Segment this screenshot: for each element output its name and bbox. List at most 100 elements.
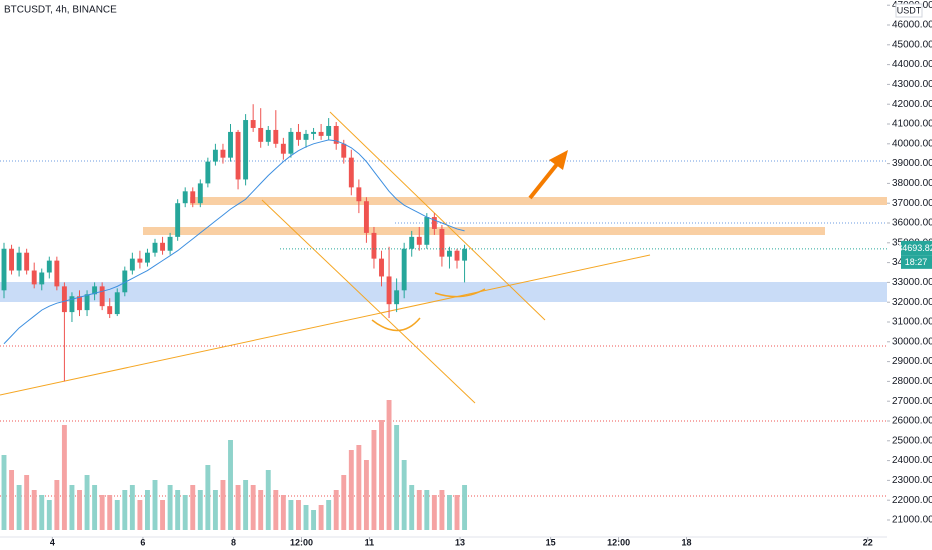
volume-bar: [69, 485, 75, 530]
y-tick-label: 41000.00: [892, 119, 932, 130]
x-tick-label: 4: [50, 537, 55, 547]
volume-bar: [394, 425, 400, 530]
support-zone: [0, 282, 887, 302]
candle-body: [273, 129, 279, 144]
volume-bar: [280, 495, 286, 530]
volume-bar: [129, 485, 135, 530]
resistance-zone: [190, 197, 887, 205]
volume-bar: [145, 490, 150, 530]
volume-bar: [167, 485, 173, 530]
candle-body: [318, 131, 324, 136]
volume-bar: [61, 425, 67, 530]
x-tick-label: 15: [546, 537, 556, 547]
candle-body: [280, 143, 286, 154]
volume-bar: [114, 500, 120, 530]
candle-body: [190, 191, 196, 204]
x-tick-label: 13: [455, 537, 465, 547]
volume-bar: [326, 500, 332, 530]
candle-body: [258, 127, 264, 142]
candle-body: [39, 272, 45, 285]
volume-bar: [356, 445, 362, 530]
volume-bar: [454, 495, 460, 530]
candle-body: [212, 149, 218, 162]
volume-bar: [363, 460, 369, 530]
x-tick-label: 22: [863, 537, 873, 547]
y-tick-label: 31000.00: [892, 317, 932, 328]
candle-body: [46, 260, 52, 273]
candle-body: [439, 228, 445, 257]
volume-bar: [265, 470, 271, 530]
candle-body: [326, 125, 332, 136]
volume-bar: [235, 485, 241, 530]
candle-body: [175, 203, 181, 237]
volume-bar: [205, 465, 211, 530]
trend-line: [0, 254, 651, 396]
volume-bar: [371, 430, 377, 530]
trend-line: [261, 199, 476, 404]
candle-body: [386, 276, 392, 305]
volume-bar: [107, 495, 113, 530]
volume-bar: [431, 495, 437, 530]
volume-bar: [243, 480, 249, 530]
candle-body: [250, 120, 256, 128]
candle-body: [197, 183, 203, 204]
candle-body: [182, 191, 188, 204]
candle-body: [84, 294, 90, 311]
y-tick-label: 23000.00: [892, 475, 932, 486]
candle-body: [363, 201, 369, 233]
y-tick-label: 28000.00: [892, 376, 932, 387]
y-tick-label: 25000.00: [892, 435, 932, 446]
volume-bar: [424, 490, 430, 530]
candle-body: [114, 292, 120, 315]
last-price-label: 34693.82: [897, 243, 932, 253]
plot: [1, 104, 887, 530]
candle-body: [92, 286, 98, 295]
currency-box: [895, 3, 923, 18]
candle-body: [137, 258, 143, 263]
x-tick-label: 8: [231, 537, 236, 547]
volume-bar: [273, 490, 279, 530]
y-tick-label: 46000.00: [892, 20, 932, 31]
candle-body: [77, 296, 82, 311]
candle-body: [228, 131, 233, 158]
y-tick-label: 40000.00: [892, 138, 932, 149]
candle-body: [99, 286, 105, 307]
candle-body: [379, 258, 384, 277]
candle-body: [356, 187, 362, 202]
candle-body: [69, 296, 75, 313]
candle-body: [122, 270, 128, 293]
last-price-tag: [901, 240, 932, 256]
candle-body: [167, 236, 173, 251]
candle-body: [129, 258, 135, 271]
y-tick-label: 38000.00: [892, 178, 932, 189]
volume-bar: [175, 490, 181, 530]
candle-body: [288, 131, 294, 154]
drawings: [0, 111, 887, 497]
arrow: [528, 161, 560, 200]
volume-bar: [333, 490, 339, 530]
y-tick-label: 45000.00: [892, 39, 932, 50]
y-tick-label: 43000.00: [892, 79, 932, 90]
volume-bar: [212, 490, 218, 530]
volume-bar: [39, 495, 45, 530]
x-tick-label: 18: [682, 537, 692, 547]
candle-body: [235, 131, 241, 180]
volume-bar: [1, 455, 7, 530]
candle-body: [303, 133, 309, 140]
volume-bar: [379, 420, 384, 530]
volume-bar: [99, 495, 105, 530]
volume-bar: [303, 505, 309, 530]
candle-body: [424, 217, 430, 245]
x-tick-label: 12:00: [290, 537, 313, 547]
y-tick-label: 22000.00: [892, 495, 932, 506]
curve: [371, 317, 421, 332]
arrow-head: [549, 150, 568, 170]
volume-bar: [401, 460, 407, 530]
y-tick-label: 26000.00: [892, 416, 932, 427]
y-tick-label: 24000.00: [892, 455, 932, 466]
volume-bar: [152, 480, 158, 530]
candle-body: [341, 143, 347, 158]
candle-body: [61, 286, 67, 313]
candle-body: [409, 236, 415, 249]
